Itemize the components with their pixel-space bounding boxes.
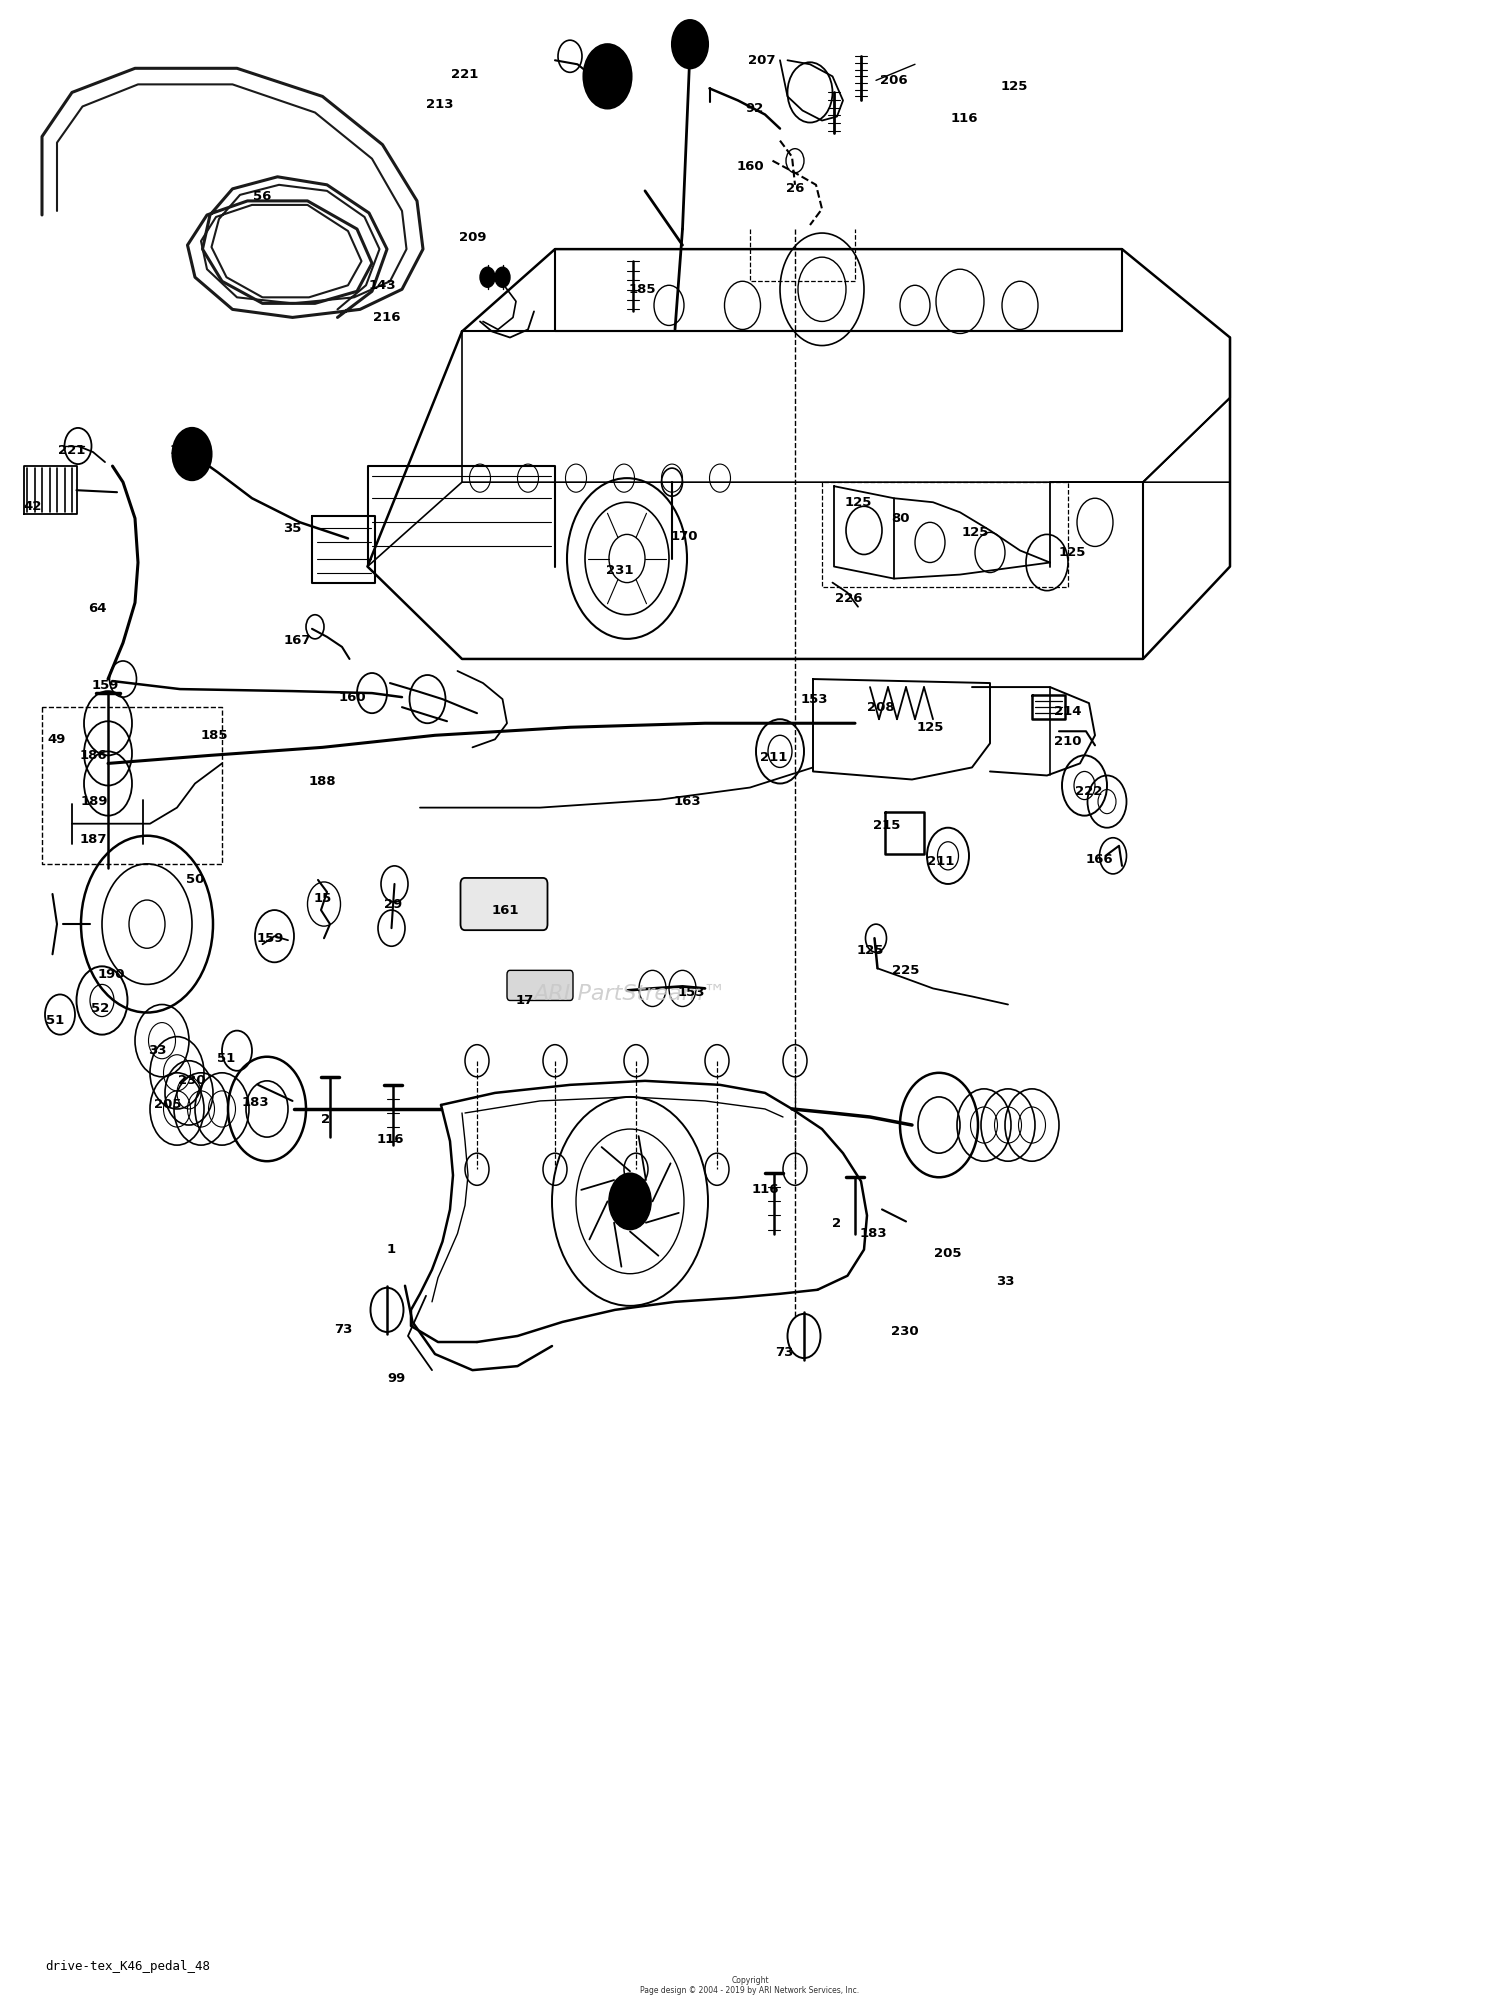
Text: 215: 215 (873, 820, 900, 832)
Text: 185: 185 (628, 283, 656, 295)
Circle shape (672, 20, 708, 68)
Text: 116: 116 (376, 1133, 404, 1145)
Text: 125: 125 (844, 496, 871, 508)
Text: 221: 221 (58, 444, 86, 456)
Text: 170: 170 (670, 530, 698, 542)
Text: 161: 161 (492, 904, 519, 916)
Text: 163: 163 (674, 796, 700, 808)
Text: 15: 15 (314, 892, 332, 904)
FancyBboxPatch shape (460, 878, 548, 930)
Text: 167: 167 (284, 635, 310, 647)
Text: 185: 185 (201, 729, 228, 741)
Text: 125: 125 (856, 944, 883, 956)
Text: 125: 125 (1059, 546, 1086, 559)
Text: 184: 184 (170, 444, 196, 456)
Text: 51: 51 (217, 1053, 236, 1065)
Text: 125: 125 (916, 721, 944, 733)
Text: 153: 153 (801, 693, 828, 705)
Text: 51: 51 (46, 1015, 64, 1027)
Text: 231: 231 (606, 565, 633, 577)
Text: 208: 208 (867, 701, 894, 713)
Text: Copyright
Page design © 2004 - 2019 by ARI Network Services, Inc.: Copyright Page design © 2004 - 2019 by A… (640, 1975, 860, 1995)
Text: 116: 116 (951, 113, 978, 125)
FancyBboxPatch shape (507, 970, 573, 1000)
Text: 189: 189 (81, 796, 108, 808)
Text: 190: 190 (98, 968, 124, 980)
Text: 214: 214 (1054, 705, 1082, 717)
Text: 159: 159 (256, 932, 284, 944)
Text: 226: 226 (836, 593, 862, 605)
Text: 230: 230 (178, 1075, 206, 1087)
Text: 26: 26 (786, 183, 804, 195)
Text: 80: 80 (891, 512, 909, 524)
Text: 1: 1 (387, 1244, 396, 1256)
Text: 17: 17 (516, 994, 534, 1007)
Text: 2: 2 (833, 1217, 842, 1230)
Text: 160: 160 (736, 161, 764, 173)
Text: 210: 210 (1054, 735, 1082, 747)
Text: drive-tex_K46_pedal_48: drive-tex_K46_pedal_48 (45, 1961, 210, 1973)
Text: 207: 207 (748, 54, 776, 66)
Text: 160: 160 (339, 691, 366, 703)
Text: 125: 125 (962, 526, 988, 538)
Text: 222: 222 (1076, 786, 1102, 798)
Text: 73: 73 (334, 1324, 352, 1336)
Text: 35: 35 (284, 522, 302, 534)
Text: 166: 166 (1086, 854, 1113, 866)
Text: 221: 221 (452, 68, 478, 80)
Text: 2: 2 (321, 1113, 330, 1125)
Circle shape (480, 267, 495, 287)
Text: 187: 187 (80, 834, 106, 846)
Text: 33: 33 (996, 1276, 1014, 1288)
Text: 211: 211 (760, 751, 788, 763)
Text: 213: 213 (426, 98, 453, 110)
Text: 211: 211 (927, 856, 954, 868)
Text: 99: 99 (387, 1372, 405, 1384)
Text: 230: 230 (891, 1326, 918, 1338)
Text: 183: 183 (242, 1097, 268, 1109)
Text: 188: 188 (309, 775, 336, 788)
Text: 153: 153 (678, 986, 705, 998)
Text: 29: 29 (384, 898, 402, 910)
Circle shape (584, 44, 632, 108)
Text: 209: 209 (459, 231, 486, 243)
Text: 206: 206 (880, 74, 908, 86)
Text: ARI PartStream™: ARI PartStream™ (534, 984, 726, 1004)
Text: 125: 125 (1000, 80, 1028, 92)
Text: 33: 33 (148, 1045, 166, 1057)
Text: 92: 92 (746, 102, 764, 115)
Text: 116: 116 (752, 1183, 778, 1195)
Text: 183: 183 (859, 1227, 886, 1240)
Text: 205: 205 (154, 1099, 182, 1111)
Text: 159: 159 (92, 679, 118, 691)
Text: 186: 186 (80, 749, 106, 761)
Circle shape (172, 428, 211, 480)
Text: 225: 225 (892, 964, 920, 976)
Text: 49: 49 (48, 733, 66, 745)
Circle shape (495, 267, 510, 287)
Text: 50: 50 (186, 874, 204, 886)
Text: 42: 42 (24, 500, 42, 512)
Text: 73: 73 (776, 1346, 794, 1358)
Text: 205: 205 (934, 1248, 962, 1260)
Text: 143: 143 (369, 279, 396, 291)
Text: 56: 56 (254, 191, 272, 203)
Text: 52: 52 (92, 1002, 110, 1015)
Text: 64: 64 (88, 603, 106, 615)
Text: 216: 216 (374, 311, 400, 323)
Circle shape (609, 1173, 651, 1230)
